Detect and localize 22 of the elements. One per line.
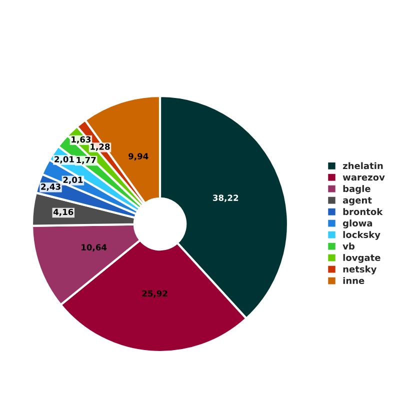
legend-label: brontok (343, 208, 383, 216)
data-label: 1,77 (76, 156, 96, 164)
legend-label: warezov (342, 175, 385, 181)
data-label: 9,94 (128, 153, 148, 160)
legend-label: glowa (342, 220, 372, 228)
data-label: 1,63 (72, 136, 91, 144)
legend-label: vb (342, 242, 355, 250)
data-label: 25,92 (142, 290, 168, 298)
data-label: 2,01 (54, 156, 74, 164)
legend-label: lovgate (343, 254, 380, 263)
data-label: 2,01 (63, 176, 83, 184)
legend-label: locksky (343, 231, 380, 240)
legend-label: inne (343, 277, 364, 284)
legend-label: zhelatin (342, 162, 383, 170)
data-label: 38,22 (213, 194, 238, 202)
legend-label: bagle (343, 185, 370, 194)
legend-label: netsky (343, 266, 377, 274)
legend-label: agent (342, 197, 372, 206)
data-label: 10,64 (82, 244, 107, 252)
data-label: 2,43 (41, 184, 60, 191)
data-label: 1,28 (90, 144, 110, 151)
data-label: 4,16 (53, 208, 74, 216)
